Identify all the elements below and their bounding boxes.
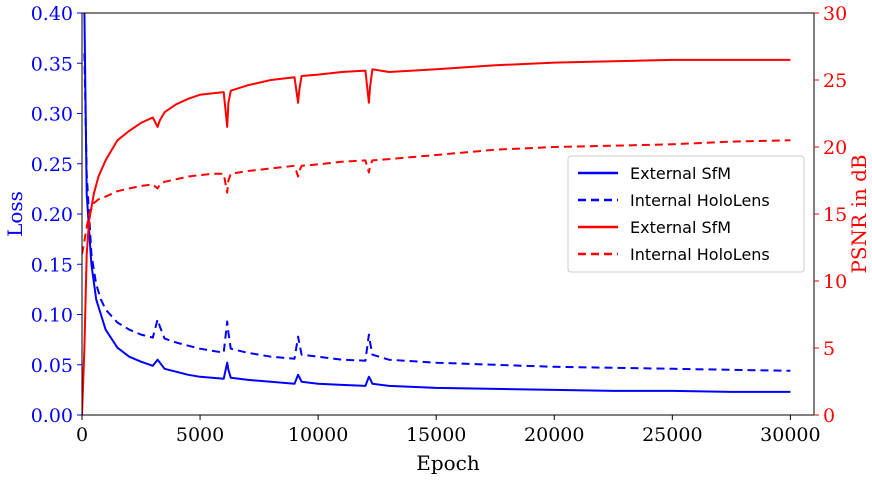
y-right-tick-label: 5 xyxy=(823,338,835,360)
psnr-external-sfm-line xyxy=(82,58,791,415)
loss-internal-hololens-line xyxy=(83,53,791,372)
y-right-tick-label: 25 xyxy=(823,70,847,92)
y-left-tick-label: 0.10 xyxy=(31,305,73,327)
y-right-tick-label: 10 xyxy=(823,271,847,293)
y-right-axis-label: PSNR in dB xyxy=(847,154,871,273)
x-tick-label: 5000 xyxy=(176,424,224,446)
ticks-layer: 0 5000 10000 15000 20000 25000 30000 0.00 0.05 0.… xyxy=(31,3,848,446)
legend-label-psnr-internal: Internal HoloLens xyxy=(630,245,770,264)
legend-label-loss-internal: Internal HoloLens xyxy=(630,191,770,210)
series-layer xyxy=(82,13,791,415)
legend: External SfM Internal HoloLens External … xyxy=(567,155,805,273)
x-tick-label: 10000 xyxy=(288,424,348,446)
legend-box xyxy=(567,155,805,273)
y-left-tick-label: 0.40 xyxy=(31,3,73,25)
psnr-internal-hololens-line xyxy=(82,139,791,255)
y-right-tick-label: 20 xyxy=(823,137,847,159)
y-left-tick-label: 0.00 xyxy=(31,405,73,427)
y-right-tick-label: 0 xyxy=(823,405,835,427)
x-tick-label: 20000 xyxy=(524,424,584,446)
y-left-tick-label: 0.35 xyxy=(31,53,73,75)
x-axis-label: Epoch xyxy=(416,451,480,475)
x-tick-label: 25000 xyxy=(642,424,702,446)
loss-external-sfm-line xyxy=(83,13,791,393)
y-right-tick-label: 30 xyxy=(823,3,847,25)
x-tick-label: 30000 xyxy=(760,424,820,446)
y-left-tick-label: 0.05 xyxy=(31,355,73,377)
legend-label-loss-external: External SfM xyxy=(630,164,731,183)
y-left-tick-label: 0.30 xyxy=(31,104,73,126)
y-left-tick-label: 0.25 xyxy=(31,154,73,176)
y-left-axis-label: Loss xyxy=(3,191,27,237)
y-left-tick-label: 0.15 xyxy=(31,254,73,276)
y-right-tick-label: 15 xyxy=(823,204,847,226)
legend-label-psnr-external: External SfM xyxy=(630,218,731,237)
y-left-tick-label: 0.20 xyxy=(31,204,73,226)
x-tick-label: 15000 xyxy=(406,424,466,446)
x-tick-label: 0 xyxy=(76,424,88,446)
